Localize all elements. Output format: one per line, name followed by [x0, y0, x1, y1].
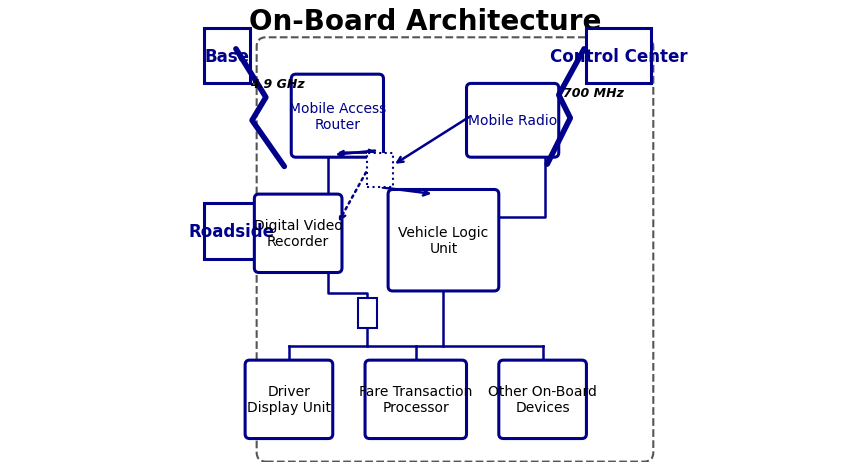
- FancyBboxPatch shape: [245, 360, 332, 438]
- FancyBboxPatch shape: [204, 29, 250, 84]
- FancyBboxPatch shape: [358, 298, 377, 328]
- Text: Control Center: Control Center: [550, 48, 688, 66]
- Text: Digital Video
Recorder: Digital Video Recorder: [254, 219, 343, 249]
- FancyBboxPatch shape: [254, 194, 342, 273]
- FancyBboxPatch shape: [586, 29, 651, 84]
- FancyBboxPatch shape: [499, 360, 586, 438]
- Text: Mobile Access
Router: Mobile Access Router: [289, 101, 386, 131]
- Text: Base: Base: [204, 48, 249, 66]
- FancyBboxPatch shape: [204, 204, 259, 259]
- Text: Fare Transaction
Processor: Fare Transaction Processor: [359, 384, 473, 414]
- FancyBboxPatch shape: [365, 360, 467, 438]
- FancyBboxPatch shape: [292, 75, 383, 158]
- Text: On-Board Architecture: On-Board Architecture: [249, 8, 601, 36]
- Text: Other On-Board
Devices: Other On-Board Devices: [488, 384, 597, 414]
- Text: Vehicle Logic
Unit: Vehicle Logic Unit: [399, 225, 489, 256]
- FancyBboxPatch shape: [388, 190, 499, 291]
- Text: Roadside: Roadside: [189, 223, 275, 240]
- Text: Driver
Display Unit: Driver Display Unit: [247, 384, 331, 414]
- FancyBboxPatch shape: [367, 153, 393, 188]
- Text: 700 MHz: 700 MHz: [564, 87, 624, 100]
- FancyBboxPatch shape: [467, 84, 558, 158]
- Text: Mobile Radio: Mobile Radio: [468, 114, 558, 128]
- Text: 4.9 GHz: 4.9 GHz: [250, 78, 304, 91]
